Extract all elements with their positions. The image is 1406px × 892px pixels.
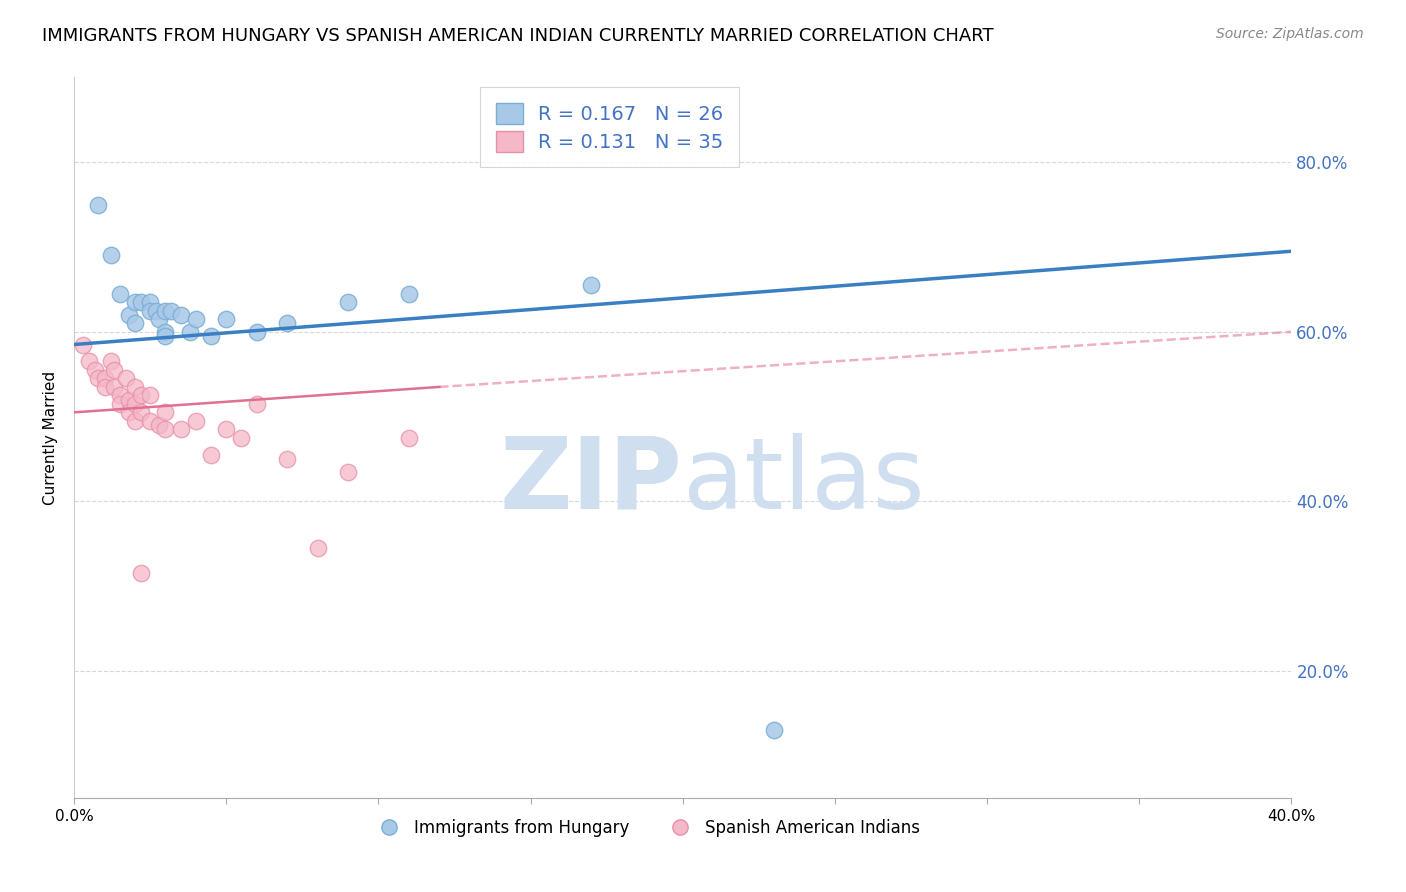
Point [124,380,146,394]
Point [160,303,183,318]
Point [124,316,146,330]
Point [108,286,131,301]
Text: atlas: atlas [683,433,924,530]
Point [231,431,253,445]
Point [108,388,131,402]
Point [155,405,177,419]
Y-axis label: Currently Married: Currently Married [44,371,58,505]
Point [129,566,152,581]
Point [118,392,141,407]
Point [155,325,177,339]
Point [79,354,101,368]
Point [103,363,125,377]
Point [84,363,107,377]
Point [200,329,222,343]
Point [124,414,146,428]
Point [337,465,360,479]
Point [179,325,201,339]
Text: IMMIGRANTS FROM HUNGARY VS SPANISH AMERICAN INDIAN CURRENTLY MARRIED CORRELATION: IMMIGRANTS FROM HUNGARY VS SPANISH AMERI… [42,27,994,45]
Point [184,312,207,326]
Point [155,329,177,343]
Point [276,316,298,330]
Point [155,303,177,318]
Point [200,448,222,462]
Legend: Immigrants from Hungary, Spanish American Indians: Immigrants from Hungary, Spanish America… [366,813,927,844]
Point [139,414,162,428]
Point [100,354,122,368]
Point [763,723,786,738]
Point [215,312,238,326]
Point [139,295,162,310]
Point [103,380,125,394]
Point [398,286,420,301]
Point [148,418,170,433]
Text: ZIP: ZIP [501,433,683,530]
Point [246,397,269,411]
Point [93,371,115,385]
Point [129,405,152,419]
Point [114,371,136,385]
Point [581,278,603,293]
Point [307,541,329,555]
Point [108,397,131,411]
Point [87,371,110,385]
Point [148,312,170,326]
Point [215,422,238,436]
Point [169,422,191,436]
Point [155,422,177,436]
Point [118,405,141,419]
Point [93,380,115,394]
Point [118,308,141,322]
Point [129,295,152,310]
Point [124,295,146,310]
Point [129,388,152,402]
Text: Source: ZipAtlas.com: Source: ZipAtlas.com [1216,27,1364,41]
Point [100,248,122,262]
Point [276,452,298,467]
Point [87,197,110,211]
Point [169,308,191,322]
Point [145,303,167,318]
Point [124,397,146,411]
Point [398,431,420,445]
Point [72,337,94,351]
Point [337,295,360,310]
Point [139,388,162,402]
Point [139,303,162,318]
Point [184,414,207,428]
Point [246,325,269,339]
